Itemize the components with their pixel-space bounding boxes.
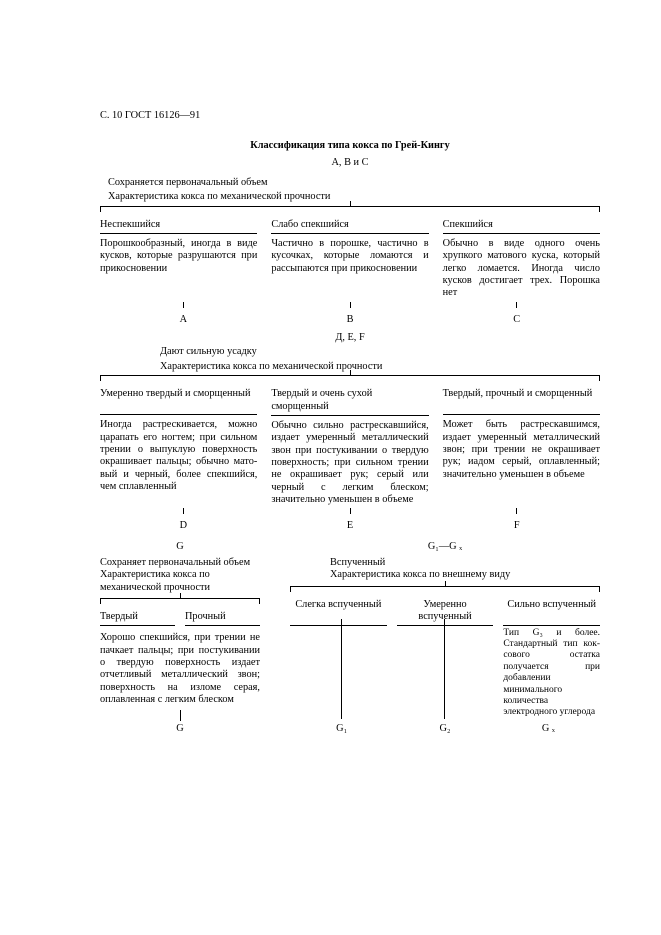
col-label: Неспекшийся [100, 219, 257, 234]
sec3-left-letter: G [100, 723, 260, 735]
sec1-col-a: Неспекшийся Порошкообразный, иногда в ви… [100, 219, 257, 300]
g-label: Умеренно вспученный [397, 599, 494, 627]
tick-row [100, 508, 600, 514]
sec2-letters: D E F [100, 520, 600, 532]
sec3-left: G Сохраняет первоначальный объем Характе… [100, 541, 260, 736]
g-col-1: Слегка вспученный [290, 599, 387, 719]
sec1-col-c: Спекшийся Обычно в виде одного очень хру… [443, 219, 600, 300]
letter: G ₓ [497, 723, 600, 735]
bracket [100, 375, 600, 384]
letter: C [433, 314, 600, 326]
sec3-right-cap1: Вспученный [330, 557, 600, 569]
bracket [100, 598, 260, 607]
letter: A [100, 314, 267, 326]
tick-row [100, 302, 600, 308]
sec1-letters: A B C [100, 314, 600, 326]
document-page: С. 10 ГОСТ 16126—91 Классификация типа к… [100, 110, 600, 735]
letter: D [100, 520, 267, 532]
letter: F [433, 520, 600, 532]
col-body: Иногда растрескивается, можно царапать е… [100, 419, 257, 493]
sec3-right-cap2: Характеристика кокса по внешнему виду [330, 569, 600, 581]
bracket [100, 206, 600, 215]
sec3-right-letters: G₁ G₂ G ₓ [290, 723, 600, 735]
col-label: Спекшийся [443, 219, 600, 234]
col-body: Может быть растрес­кавшимся, издает уме­… [443, 419, 600, 481]
sec2-title: Д, E, F [100, 332, 600, 344]
g-label: Слегка вспученный [290, 599, 387, 626]
sec2-col-f: Твердый, прочный и сморщенный Может быть… [443, 388, 600, 506]
sec3-right-cols: Слегка вспученный Умеренно вспученный Си… [290, 599, 600, 719]
sec3-left-subcols: Твердый Прочный [100, 611, 260, 626]
sec3-left-cap2: Характеристика кокса по механической про… [100, 569, 260, 594]
col-label: Твердый, прочный и сморщенный [443, 388, 600, 415]
sec3-left-body: Хорошо спекшийся, при трении не пачкает … [100, 632, 260, 706]
bracket [290, 586, 600, 595]
sec3-right-title: G₁—G ₓ [290, 541, 600, 553]
sec3-right: G₁—G ₓ Вспученный Характеристика кокса п… [290, 541, 600, 736]
sec3-left-cap1: Сохраняет первоначальный объем [100, 557, 260, 569]
g-col-3: Сильно вспученный Тип G₃ и бо­лее. Станд… [503, 599, 600, 719]
g-col-2: Умеренно вспученный [397, 599, 494, 719]
sec3: G Сохраняет первоначальный объем Характе… [100, 541, 600, 736]
col-label: Слабо спекшийся [271, 219, 428, 234]
col-label: Твердый и очень сухой сморщенный [271, 388, 428, 416]
subtitle: A, B и C [100, 157, 600, 169]
col-body: Обычно сильно растрес­кавшийся, издает у… [271, 420, 428, 506]
col-body: Обычно в виде одного очень хрупкого мато… [443, 238, 600, 300]
subcol: Прочный [185, 611, 260, 626]
sec2-caption2: Характеристика кокса по механической про… [160, 361, 600, 373]
col-body: Частично в порошке, частично в кусочках,… [271, 238, 428, 275]
sec3-left-title: G [100, 541, 260, 553]
g-label: Сильно вспученный [503, 599, 600, 626]
sec2-columns: Умеренно твердый и сморщенный Иногда рас… [100, 388, 600, 506]
sec1-caption2: Характеристика кокса по механической про… [108, 191, 600, 203]
subcol: Твердый [100, 611, 175, 626]
sec1-caption1: Сохраняется первоначальный объем [108, 177, 600, 189]
col-label: Умеренно твердый и сморщенный [100, 388, 257, 415]
letter: B [267, 314, 434, 326]
sec1-col-b: Слабо спекшийся Частично в порошке, част… [271, 219, 428, 300]
g-body: Тип G₃ и бо­лее. Стандарт­ный тип кок­со… [503, 628, 600, 719]
sec1-columns: Неспекшийся Порошкообразный, иногда в ви… [100, 219, 600, 300]
sec2-col-d: Умеренно твердый и сморщенный Иногда рас… [100, 388, 257, 506]
main-title: Классификация типа кокса по Грей-Кингу [100, 140, 600, 152]
letter: G₁ [290, 723, 393, 735]
col-body: Порошкообразный, иногда в виде кусков, к… [100, 238, 257, 275]
letter: G₂ [393, 723, 496, 735]
page-header: С. 10 ГОСТ 16126—91 [100, 110, 600, 122]
sec2-caption1: Дают сильную усадку [160, 346, 600, 358]
letter: E [267, 520, 434, 532]
sec2-col-e: Твердый и очень сухой сморщенный Обычно … [271, 388, 428, 506]
